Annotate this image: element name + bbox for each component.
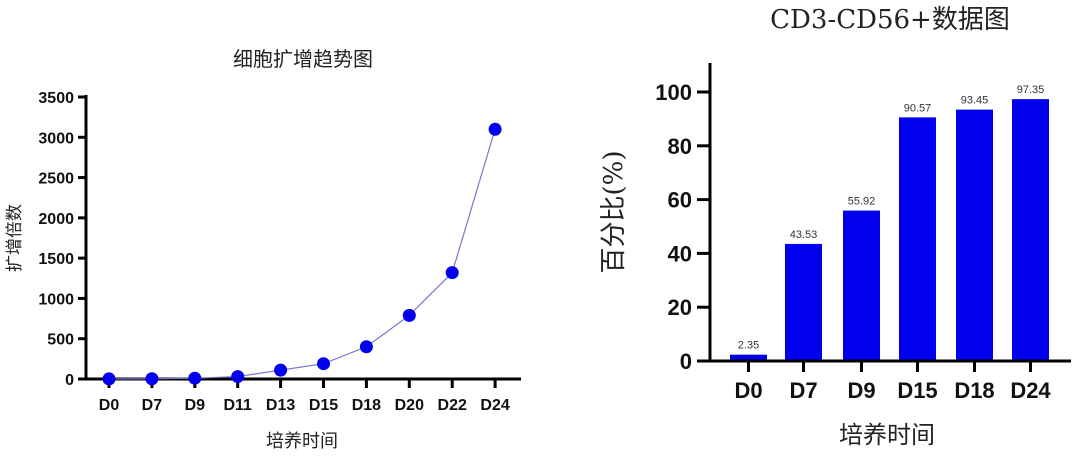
- y-axis-ticks: 0 500 1000 1500 2000 2500 3000 3500: [38, 90, 86, 389]
- x-tick-label: D15: [309, 397, 338, 414]
- y-tick-label: 100: [655, 80, 692, 105]
- data-point-marker: [359, 340, 373, 354]
- data-point-marker: [231, 370, 245, 384]
- y-tick-label: 2500: [38, 171, 74, 188]
- bar-value-label: 2.35: [738, 340, 759, 352]
- bar-value-label: 93.45: [961, 95, 989, 107]
- x-tick-label: D20: [395, 397, 424, 414]
- y-tick-label: 2000: [38, 211, 74, 228]
- x-tick-label: D11: [223, 397, 252, 414]
- y-tick-label: 40: [668, 241, 692, 266]
- x-axis-ticks: D0 D7 D9 D15 D18 D24: [734, 361, 1051, 403]
- y-tick-label: 0: [680, 349, 692, 374]
- bar: [785, 243, 822, 361]
- y-axis-label: 百分比(%): [599, 151, 629, 274]
- line-chart-title: 细胞扩增趋势图: [233, 47, 373, 71]
- bar-value-label: 43.53: [790, 229, 818, 241]
- bar: [899, 117, 936, 361]
- data-point-marker: [488, 122, 502, 136]
- data-markers: [102, 122, 502, 386]
- data-point-marker: [145, 372, 159, 386]
- x-axis-label: 培养时间: [266, 431, 338, 452]
- expansion-line: [108, 129, 496, 380]
- x-tick-label: D24: [1010, 378, 1051, 403]
- bar: [1012, 99, 1049, 361]
- x-tick-label: D9: [185, 397, 206, 414]
- y-tick-label: 500: [47, 332, 74, 349]
- x-tick-label: D0: [734, 378, 762, 403]
- x-tick-label: D13: [266, 397, 295, 414]
- x-tick-label: D15: [897, 378, 937, 403]
- bars: 2.35 43.53 55.92 90.57 93.45 97.35: [730, 84, 1049, 361]
- data-point-marker: [102, 372, 116, 386]
- x-tick-label: D22: [438, 397, 467, 414]
- x-tick-label: D7: [142, 397, 163, 414]
- x-tick-label: D9: [847, 378, 875, 403]
- y-tick-label: 0: [65, 372, 74, 389]
- y-tick-label: 20: [668, 295, 692, 320]
- y-axis-label: 扩增倍数: [5, 204, 25, 272]
- bar: [730, 354, 767, 361]
- data-point-marker: [188, 371, 202, 385]
- bar: [956, 109, 993, 361]
- bar-value-label: 55.92: [848, 196, 876, 208]
- x-tick-label: D7: [789, 378, 817, 403]
- y-tick-label: 3000: [38, 130, 74, 147]
- x-axis-ticks: D0 D7 D9 D11 D13 D15 D18 D20 D22 D24: [99, 379, 510, 414]
- x-tick-label: D18: [352, 397, 381, 414]
- y-tick-label: 80: [668, 134, 692, 159]
- x-tick-label: D18: [954, 378, 994, 403]
- y-tick-label: 60: [668, 188, 692, 213]
- y-tick-label: 3500: [38, 90, 74, 107]
- y-axis-ticks: 0 20 40 60 80 100: [655, 80, 710, 374]
- bar-chart-title: CD3-CD56+数据图: [770, 5, 1010, 35]
- data-point-marker: [402, 308, 416, 322]
- x-tick-label: D24: [480, 397, 509, 414]
- x-axis-label: 培养时间: [839, 421, 935, 449]
- cd3-cd56-bar-chart: CD3-CD56+数据图 0 20 40 60 80 100 2.35 43.53 55.92…: [540, 0, 1080, 461]
- x-tick-label: D0: [99, 397, 120, 414]
- bar-value-label: 90.57: [904, 102, 932, 114]
- data-point-marker: [317, 357, 330, 371]
- y-tick-label: 1500: [38, 251, 74, 268]
- bar-chart-svg: CD3-CD56+数据图 0 20 40 60 80 100 2.35 43.53 55.92…: [599, 5, 1071, 449]
- bar: [843, 210, 880, 361]
- data-point-marker: [274, 363, 288, 377]
- y-tick-label: 1000: [38, 291, 74, 308]
- bar-value-label: 97.35: [1017, 84, 1045, 96]
- data-point-marker: [445, 266, 459, 280]
- expansion-line-chart: 细胞扩增趋势图 0 500 1000 1500 2000 2500 3000 3500 D0 D…: [0, 0, 540, 461]
